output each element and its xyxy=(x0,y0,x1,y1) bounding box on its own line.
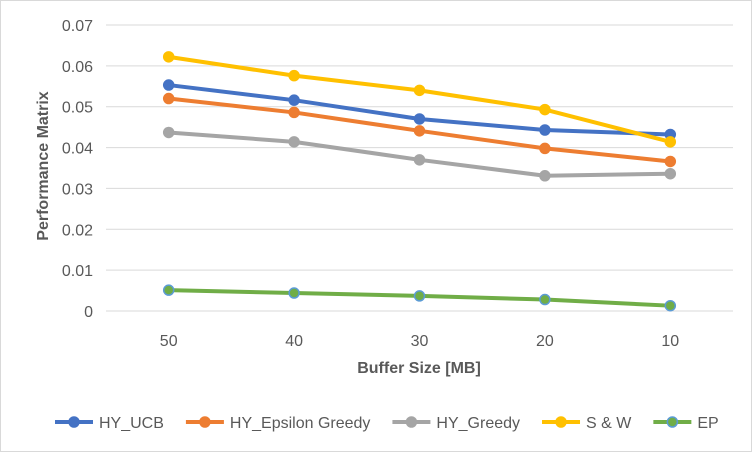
legend-item: S & W xyxy=(542,415,632,432)
data-point xyxy=(664,136,677,148)
series-0 xyxy=(162,79,677,141)
legend-item: HY_Greedy xyxy=(392,415,520,432)
legend-label: HY_UCB xyxy=(99,415,164,432)
x-tick-label: 10 xyxy=(661,333,679,350)
y-tick-label: 0.05 xyxy=(62,100,93,117)
data-point xyxy=(288,94,300,106)
series-2 xyxy=(162,126,677,182)
series-3 xyxy=(162,51,677,148)
data-point xyxy=(288,287,300,299)
legend-label: HY_Greedy xyxy=(436,415,520,432)
data-point xyxy=(162,79,175,91)
x-tick-label: 20 xyxy=(536,333,554,350)
legend-swatch-marker xyxy=(199,416,211,428)
data-point xyxy=(664,299,677,312)
x-tick-label: 30 xyxy=(411,333,429,350)
y-tick-label: 0.01 xyxy=(62,263,93,280)
legend: HY_UCB HY_Epsilon Greedy HY_Greedy S & W EP xyxy=(55,415,719,432)
legend-swatch-marker xyxy=(68,416,80,428)
data-point xyxy=(288,69,300,82)
y-tick-label: 0.02 xyxy=(62,222,93,239)
series-4 xyxy=(162,284,677,312)
data-point xyxy=(162,126,175,139)
data-point xyxy=(413,113,426,125)
series-1 xyxy=(162,92,677,168)
legend-label: S & W xyxy=(586,415,632,432)
y-tick-label: 0.03 xyxy=(62,181,93,198)
data-point xyxy=(413,154,426,166)
legend-item: HY_Epsilon Greedy xyxy=(185,415,371,432)
data-point xyxy=(162,51,175,63)
data-point xyxy=(413,290,426,302)
legend-swatch-marker xyxy=(405,416,418,428)
data-point xyxy=(539,293,551,306)
data-point xyxy=(413,125,426,137)
data-point xyxy=(162,284,175,296)
legend-label: HY_Epsilon Greedy xyxy=(230,415,371,432)
data-point xyxy=(539,124,551,136)
x-axis-title: Buffer Size [MB] xyxy=(357,360,481,377)
legend-item: HY_UCB xyxy=(55,415,164,432)
data-point xyxy=(539,142,551,155)
data-point xyxy=(288,106,300,119)
y-axis-title: Performance Matrix xyxy=(35,91,52,240)
y-tick-label: 0.07 xyxy=(62,18,93,35)
y-tick-label: 0.04 xyxy=(62,141,93,158)
legend-swatch-marker xyxy=(666,416,679,428)
x-tick-label: 50 xyxy=(160,333,178,350)
data-point xyxy=(539,170,551,182)
data-point xyxy=(288,136,300,148)
legend-item: EP xyxy=(653,415,719,432)
data-point xyxy=(664,155,677,168)
y-tick-label: 0 xyxy=(84,304,93,321)
legend-swatch-marker xyxy=(555,416,567,428)
y-tick-label: 0.06 xyxy=(62,59,93,76)
data-point xyxy=(413,84,426,97)
data-point xyxy=(539,103,551,116)
x-tick-label: 40 xyxy=(285,333,303,350)
data-point xyxy=(664,167,677,180)
legend-label: EP xyxy=(697,415,718,432)
data-point xyxy=(162,92,175,105)
